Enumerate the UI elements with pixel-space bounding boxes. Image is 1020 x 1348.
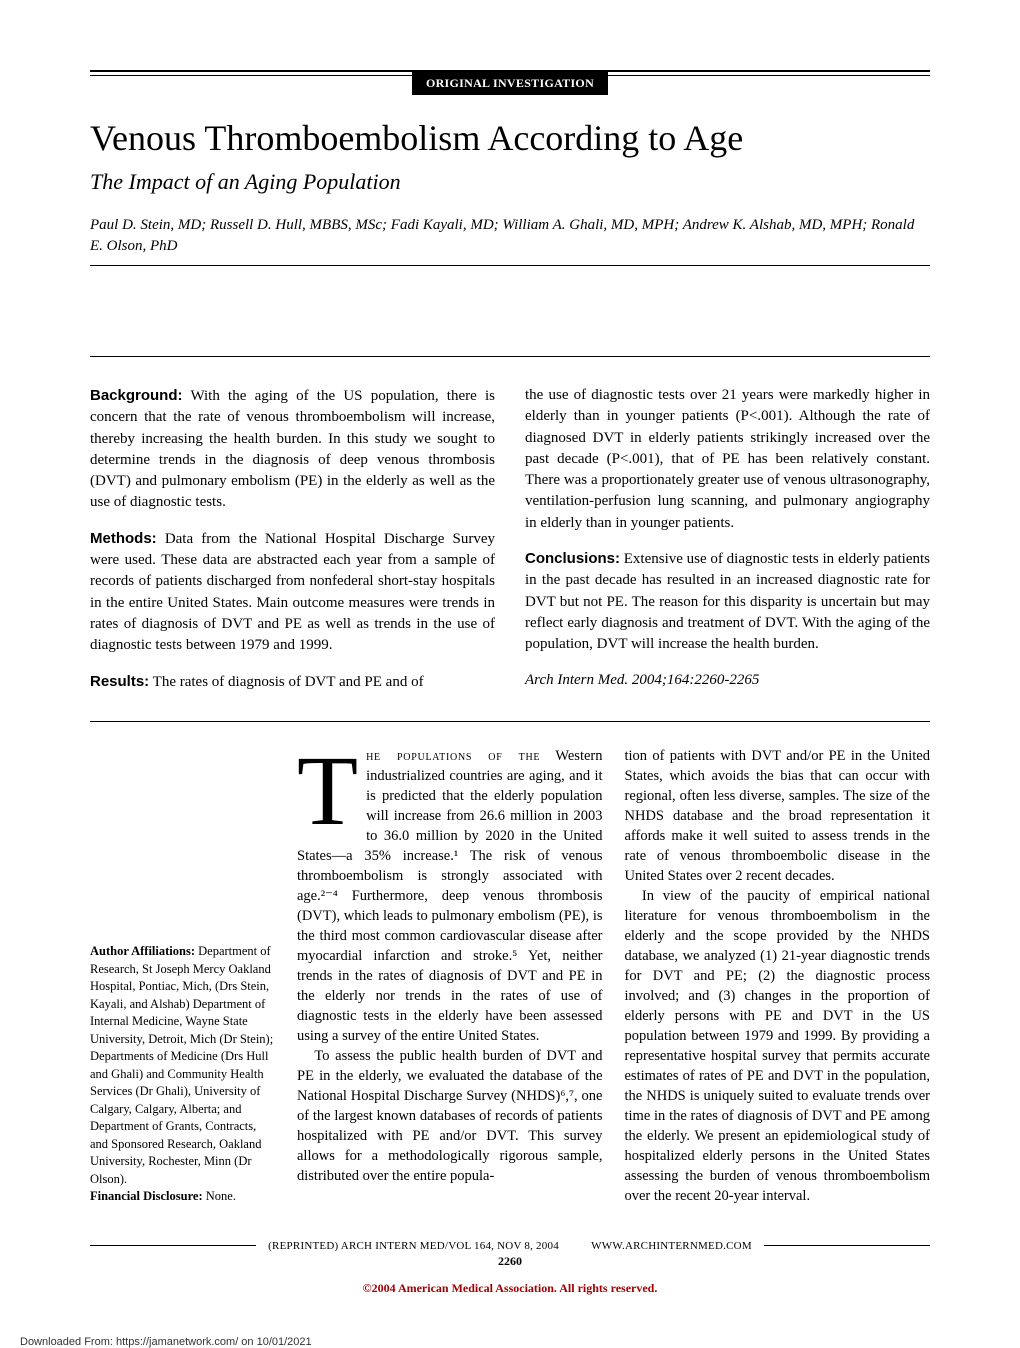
para4: In view of the paucity of empirical nati… <box>625 886 931 1206</box>
abstract-right-column: the use of diagnostic tests over 21 year… <box>525 385 930 693</box>
footer-reprinted: (REPRINTED) ARCH INTERN MED/VOL 164, NOV… <box>268 1240 559 1252</box>
section-header: ORIGINAL INVESTIGATION <box>90 70 930 97</box>
para2: To assess the public health burden of DV… <box>297 1046 603 1186</box>
affiliations-heading: Author Affiliations: <box>90 944 195 958</box>
download-stamp: Downloaded From: https://jamanetwork.com… <box>20 1336 1020 1348</box>
conclusions-heading: Conclusions: <box>525 550 620 567</box>
results-heading: Results: <box>90 673 149 690</box>
abstract-block: Background: With the aging of the US pop… <box>90 356 930 722</box>
abstract-left-column: Background: With the aging of the US pop… <box>90 385 495 693</box>
section-label: ORIGINAL INVESTIGATION <box>412 72 608 95</box>
para1-smallcaps: he populations of the <box>366 748 540 764</box>
article-title: Venous Thromboembolism According to Age <box>90 117 930 159</box>
authors-line: Paul D. Stein, MD; Russell D. Hull, MBBS… <box>90 215 930 257</box>
body-columns: Author Affiliations: Department of Resea… <box>90 746 930 1206</box>
body-column-2: tion of patients with DVT and/or PE in t… <box>625 746 931 1206</box>
background-text: With the aging of the US population, the… <box>90 388 495 510</box>
methods-text: Data from the National Hospital Discharg… <box>90 531 495 653</box>
dropcap-letter: T <box>297 746 366 830</box>
background-heading: Background: <box>90 387 183 404</box>
results-text-right: the use of diagnostic tests over 21 year… <box>525 385 930 534</box>
page-number: 2260 <box>90 1254 930 1269</box>
para3: tion of patients with DVT and/or PE in t… <box>625 746 931 886</box>
disclosure-text: None. <box>203 1189 236 1203</box>
abstract-citation: Arch Intern Med. 2004;164:2260-2265 <box>525 670 930 691</box>
page-footer: (REPRINTED) ARCH INTERN MED/VOL 164, NOV… <box>90 1240 930 1296</box>
results-text-left: The rates of diagnosis of DVT and PE and… <box>149 674 423 690</box>
body-column-1: The populations of the Western industria… <box>297 746 603 1206</box>
affiliations-text: Department of Research, St Joseph Mercy … <box>90 944 273 1186</box>
footer-url: WWW.ARCHINTERNMED.COM <box>591 1240 752 1252</box>
article-subtitle: The Impact of an Aging Population <box>90 169 930 195</box>
disclosure-heading: Financial Disclosure: <box>90 1189 203 1203</box>
author-affiliations: Author Affiliations: Department of Resea… <box>90 943 275 1206</box>
copyright-notice: ©2004 American Medical Association. All … <box>90 1281 930 1296</box>
methods-heading: Methods: <box>90 530 157 547</box>
